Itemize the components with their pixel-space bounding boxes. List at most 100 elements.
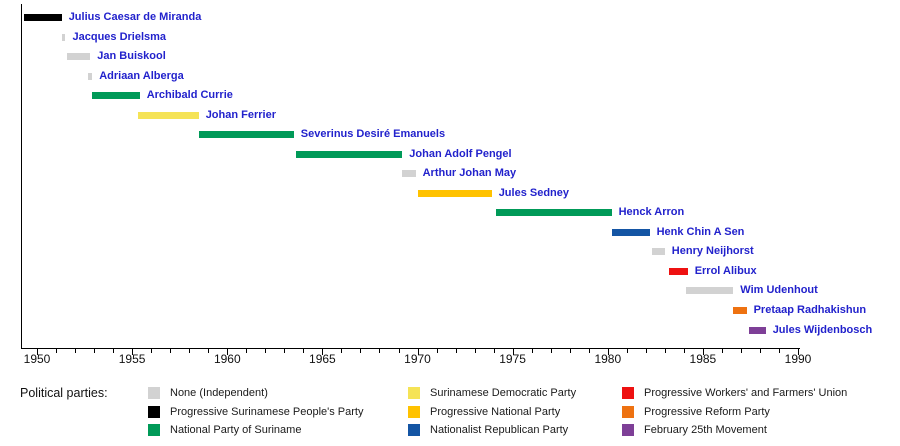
major-year-tick — [37, 349, 38, 355]
minor-year-tick — [189, 349, 191, 353]
legend-swatch — [148, 387, 160, 399]
term-bar — [685, 287, 734, 295]
minister-name-link[interactable]: Arthur Johan May — [422, 167, 517, 180]
major-year-tick — [132, 349, 134, 355]
legend-party-label: Progressive Surinamese People's Party — [170, 405, 364, 418]
minor-year-tick — [645, 349, 647, 353]
minister-name-link[interactable]: Archibald Currie — [146, 89, 233, 102]
year-tick-label: 1965 — [309, 352, 336, 366]
minor-year-tick — [759, 349, 761, 353]
legend-swatch — [408, 424, 420, 436]
minor-year-tick — [379, 349, 381, 353]
legend-swatch — [622, 424, 634, 436]
minister-name-link[interactable]: Julius Caesar de Miranda — [68, 11, 202, 23]
term-bar — [402, 170, 416, 178]
term-bar — [198, 131, 294, 139]
minor-year-tick — [455, 349, 457, 353]
minor-year-tick — [56, 349, 57, 353]
minor-year-tick — [626, 349, 628, 353]
term-bar — [733, 307, 747, 314]
legend-party-label: Progressive Reform Party — [644, 405, 770, 418]
year-tick-label: 1955 — [118, 352, 146, 366]
minor-year-tick — [664, 349, 666, 353]
major-year-tick — [322, 349, 324, 355]
term-bar — [417, 189, 492, 197]
legend-party-label: National Party of Suriname — [170, 424, 302, 436]
minister-name-link[interactable]: Adriaan Alberga — [99, 69, 184, 82]
minor-year-tick — [360, 349, 362, 353]
year-tick-label: 1970 — [404, 352, 431, 366]
y-axis-line — [21, 4, 22, 348]
legend-swatch — [408, 387, 420, 399]
x-axis-line — [21, 348, 800, 349]
minister-name-link[interactable]: Jules Wijdenbosch — [772, 323, 873, 336]
major-year-tick — [702, 349, 704, 355]
term-bar — [295, 150, 403, 158]
term-bar — [651, 248, 665, 256]
minister-name-link[interactable]: Errol Alibux — [694, 264, 757, 277]
minor-year-tick — [398, 349, 400, 353]
legend-party-label: February 25th Movement — [644, 424, 767, 436]
legend-title: Political parties: — [20, 386, 108, 400]
minor-year-tick — [569, 349, 571, 353]
term-bar — [495, 209, 612, 217]
legend-swatch — [148, 405, 160, 418]
minister-name-link[interactable]: Henck Arron — [618, 206, 685, 219]
year-tick-label: 1950 — [23, 352, 51, 366]
minister-name-link[interactable]: Jacques Drielsma — [72, 30, 167, 43]
term-bar — [137, 111, 199, 119]
term-bar — [67, 53, 91, 61]
term-bar — [668, 267, 688, 275]
term-bar — [748, 326, 766, 334]
minister-name-link[interactable]: Jan Buiskool — [97, 50, 166, 63]
minor-year-tick — [493, 349, 495, 353]
minor-year-tick — [94, 349, 96, 353]
year-tick-label: 1960 — [213, 352, 241, 366]
minor-year-tick — [341, 349, 343, 353]
minister-name-link[interactable]: Henry Neijhorst — [671, 245, 754, 258]
minister-name-link[interactable]: Johan Adolf Pengel — [409, 147, 512, 160]
minor-year-tick — [151, 349, 153, 353]
minor-year-tick — [436, 349, 438, 353]
legend-swatch — [148, 424, 160, 436]
year-tick-label: 1975 — [499, 352, 526, 366]
legend-party-label: Progressive National Party — [430, 405, 561, 418]
minor-year-tick — [265, 349, 267, 353]
year-tick-label: 1980 — [594, 352, 622, 366]
minor-year-tick — [683, 349, 685, 353]
minister-name-link[interactable]: Johan Ferrier — [205, 108, 276, 121]
major-year-tick — [512, 349, 514, 355]
minister-name-link[interactable]: Jules Sedney — [498, 186, 570, 199]
minor-year-tick — [246, 349, 248, 353]
minor-year-tick — [113, 349, 115, 353]
major-year-tick — [607, 349, 609, 355]
legend-swatch — [622, 405, 634, 418]
minor-year-tick — [531, 349, 533, 353]
term-bar — [92, 92, 140, 100]
legend-party-label: None (Independent) — [170, 387, 268, 399]
minor-year-tick — [474, 349, 476, 353]
minor-year-tick — [170, 349, 172, 353]
minor-year-tick — [75, 349, 76, 353]
minister-name-link[interactable]: Henk Chin A Sen — [656, 225, 745, 238]
year-tick-label: 1985 — [689, 352, 717, 366]
minister-name-link[interactable]: Severinus Desiré Emanuels — [300, 128, 446, 141]
minor-year-tick — [303, 349, 305, 353]
legend-swatch — [622, 387, 634, 399]
minor-year-tick — [550, 349, 552, 353]
term-bar — [61, 33, 66, 41]
minister-name-link[interactable]: Pretaap Radhakishun — [753, 304, 867, 316]
major-year-tick — [227, 349, 229, 355]
legend-party-label: Nationalist Republican Party — [430, 424, 569, 436]
major-year-tick — [417, 349, 419, 355]
year-tick-label: 1990 — [784, 352, 812, 366]
term-bar — [611, 228, 650, 236]
legend-swatch — [408, 405, 420, 418]
minister-name-link[interactable]: Wim Udenhout — [740, 284, 818, 297]
major-year-tick — [798, 349, 799, 355]
minor-year-tick — [721, 349, 723, 353]
legend-party-label: Surinamese Democratic Party — [430, 387, 577, 399]
minor-year-tick — [779, 349, 780, 353]
legend-party-label: Progressive Workers' and Farmers' Union — [644, 387, 848, 399]
